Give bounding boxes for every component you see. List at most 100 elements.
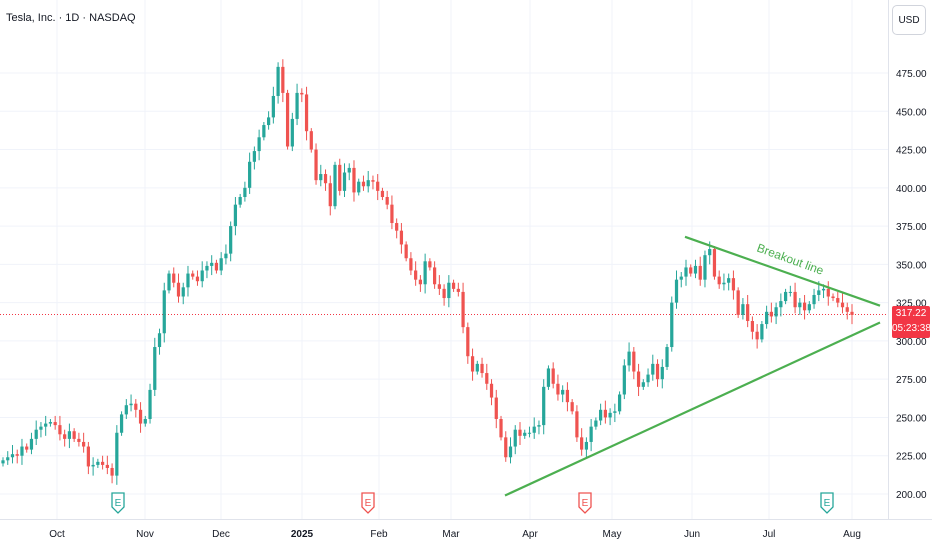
candle [44,415,48,436]
candle [712,245,717,280]
candle [627,342,631,372]
candle [347,163,351,181]
candle-body [153,347,157,390]
candle-body [48,422,53,424]
candle-body [214,262,219,271]
candle-body [134,403,138,410]
candle-body [219,258,223,271]
candle [229,221,233,262]
candle [451,279,456,292]
candle-body [96,461,100,465]
candle [651,354,655,381]
earnings-marker-icon[interactable]: E [111,492,125,514]
candle [741,298,745,320]
candle-body [333,164,337,207]
candle-body [100,461,105,465]
candle-body [442,288,446,299]
candle-body [821,288,826,291]
candle [143,415,147,427]
candle-body [352,167,356,193]
candle-body [480,363,484,374]
candle [646,368,650,387]
candle-body [660,366,664,380]
candle [323,169,328,191]
price-tick-label: 325.00 [896,299,927,310]
candle [39,422,43,438]
candle-body [798,302,802,308]
candle [494,389,498,429]
price-tick-label: 475.00 [896,69,927,80]
earnings-marker-shape [111,492,125,514]
candle-body [698,265,702,280]
candle-body [361,181,366,187]
candle-body [840,302,845,308]
grid [0,0,888,519]
earnings-marker-icon[interactable]: E [820,492,834,514]
candle-body [271,95,275,118]
candle [119,411,124,436]
candle [105,455,109,475]
candle-body [712,249,717,277]
candle-body [44,423,48,427]
candle-body [755,331,759,340]
candle [447,275,451,308]
price-tick-label: 250.00 [896,413,927,424]
candle [304,86,309,141]
candle [693,259,698,279]
candle-body [779,301,783,308]
candle-body [670,302,674,348]
candle-body [750,321,755,332]
candle [731,270,736,300]
candle-body [684,267,688,277]
candle [115,425,119,485]
price-tick-label: 225.00 [896,452,927,463]
candle [845,302,849,320]
candle-body [575,411,579,438]
candle [480,357,484,378]
candle-body [437,284,441,289]
candle [219,252,223,276]
time-axis: Oct Nov Dec 2025 Feb Mar Apr May Jun Jul Aug [49,529,861,540]
candle [570,399,574,415]
candle-body [1,460,5,464]
candle [660,359,664,389]
candle-body [53,422,57,426]
candle-body [124,405,128,415]
candle [29,432,34,455]
candle [802,294,807,320]
candle-body [229,226,233,254]
candle [485,363,489,390]
earnings-marker-icon[interactable]: E [361,492,375,514]
candle-body [769,311,773,317]
candle [361,175,366,191]
candle [319,164,323,187]
candle-body [499,418,503,438]
candle [276,62,280,104]
price-tick-label: 450.00 [896,107,927,118]
candle-body [551,368,555,384]
candle [100,455,105,470]
candle [271,86,275,124]
candle [665,343,669,370]
candle-body [200,270,204,282]
candle-body [176,282,181,297]
candle [442,284,446,306]
candle-body [138,409,143,424]
candle-body [532,426,536,433]
candle [233,197,238,236]
candle [186,265,190,297]
candle [670,296,674,352]
currency-button[interactable]: USD [892,5,926,35]
candle [224,244,228,265]
candle [617,391,622,415]
candle-body [470,356,475,372]
candle [836,291,840,308]
candle-body [210,262,214,266]
candle [575,405,579,442]
candle [110,463,114,484]
earnings-marker-icon[interactable]: E [578,492,592,514]
candle-body [783,291,788,302]
price-axis-separator [888,0,889,519]
